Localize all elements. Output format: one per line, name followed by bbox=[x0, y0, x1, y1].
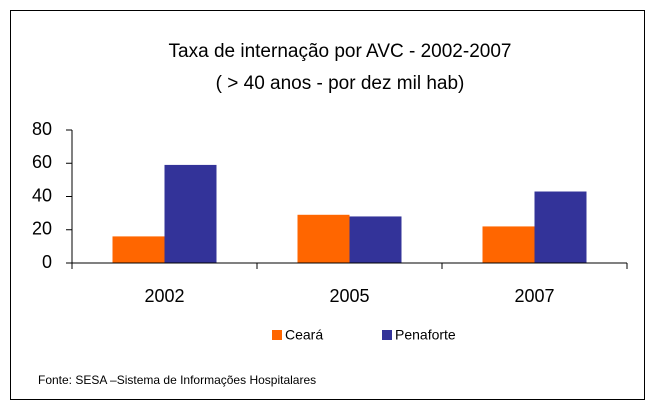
legend-swatch bbox=[382, 330, 392, 340]
legend-label: Ceará bbox=[285, 327, 323, 343]
bar bbox=[534, 191, 587, 263]
y-tick-label: 40 bbox=[32, 185, 52, 205]
legend-label: Penaforte bbox=[395, 327, 456, 343]
y-tick-label: 80 bbox=[32, 119, 52, 139]
y-tick-label: 60 bbox=[32, 152, 52, 172]
legend-swatch bbox=[272, 330, 282, 340]
bar bbox=[112, 236, 165, 263]
bar bbox=[297, 214, 350, 263]
bar bbox=[482, 226, 535, 263]
source-note: Fonte: SESA –Sistema de Informações Hosp… bbox=[38, 373, 316, 387]
bar bbox=[164, 164, 217, 263]
y-tick-label: 20 bbox=[32, 219, 52, 239]
chart-title: Taxa de internação por AVC - 2002-2007 bbox=[169, 41, 512, 62]
x-tick-label: 2007 bbox=[514, 286, 554, 306]
x-tick-label: 2002 bbox=[144, 286, 184, 306]
y-tick-label: 0 bbox=[42, 252, 52, 272]
bar bbox=[349, 216, 402, 263]
chart-subtitle: ( > 40 anos - por dez mil hab) bbox=[216, 73, 465, 94]
x-tick-label: 2005 bbox=[329, 286, 369, 306]
